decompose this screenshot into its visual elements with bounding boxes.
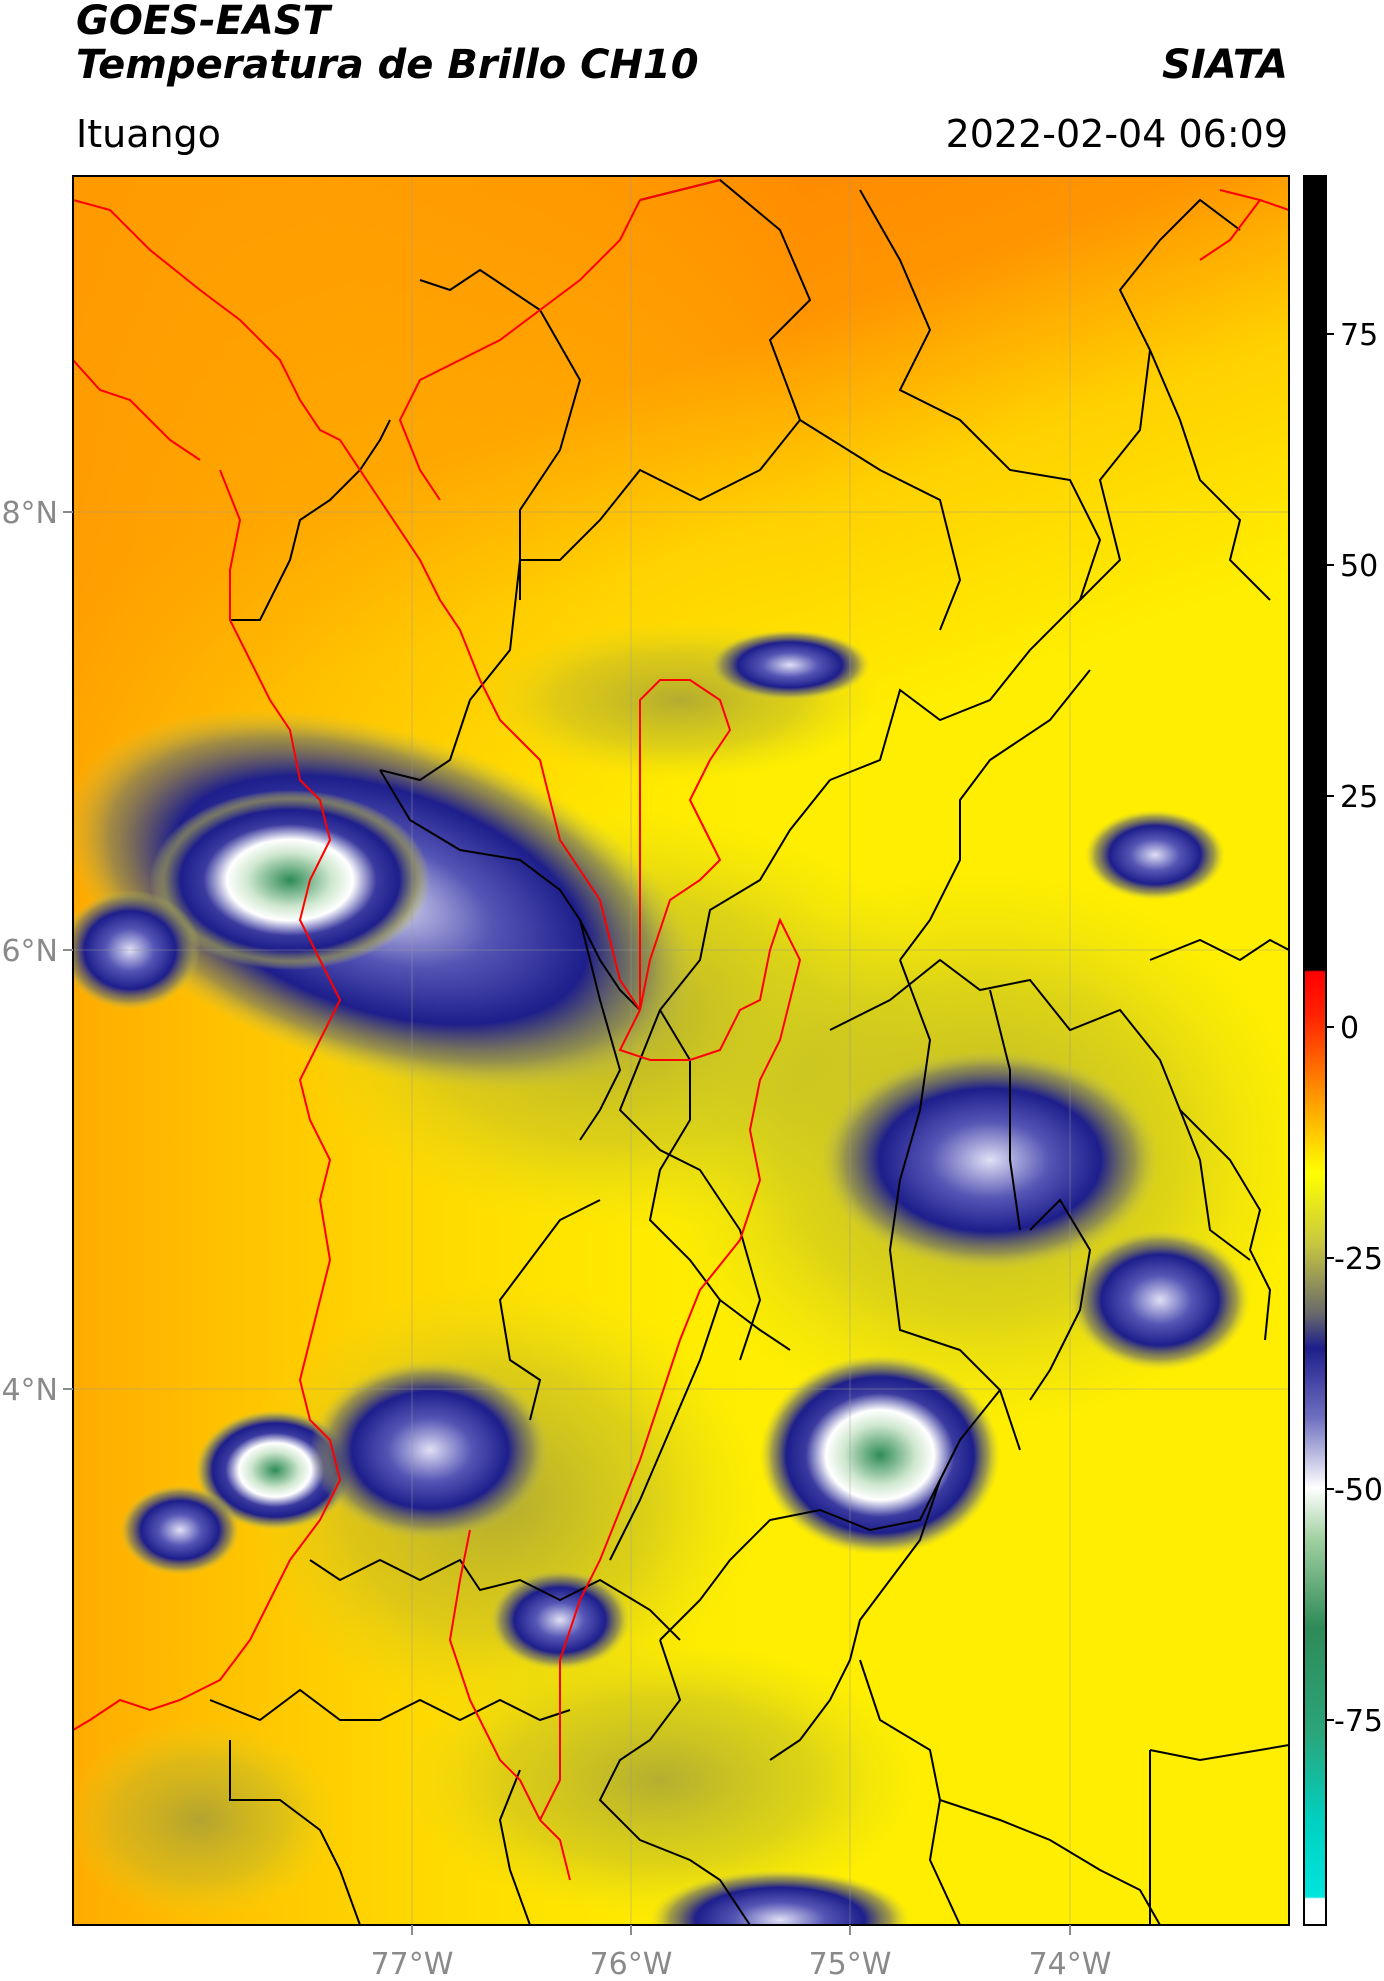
lat-label-8n: 8°N [1,496,58,531]
colorbar-gradient [1303,175,1327,1926]
lat-label-6n: 6°N [1,934,58,969]
colorbar: 75 50 25 0 -25 -50 -75 [1303,175,1383,1926]
brightness-temperature-field [73,176,1289,1925]
colorbar-label-50: 50 [1340,549,1378,584]
colorbar-label-neg50: -50 [1334,1473,1383,1508]
lon-label-76w: 76°W [590,1947,673,1981]
lat-label-4n: 4°N [1,1373,58,1408]
colorbar-label-75: 75 [1340,318,1378,353]
colorbar-label-25: 25 [1340,780,1378,815]
lon-label-77w: 77°W [371,1947,454,1981]
colorbar-label-neg75: -75 [1334,1704,1383,1739]
department-boundaries [209,178,1289,1925]
colorbar-label-0: 0 [1340,1011,1359,1046]
colorbar-label-neg25: -25 [1334,1242,1383,1277]
brand-label: SIATA [1162,42,1288,88]
satellite-title: GOES-EAST [76,0,330,44]
lon-label-74w: 74°W [1029,1947,1112,1981]
lon-label-75w: 75°W [809,1947,892,1981]
region-label: Ituango [76,112,221,156]
timestamp-label: 2022-02-04 06:09 [945,112,1288,156]
product-title: Temperatura de Brillo CH10 [76,42,699,88]
basin-and-coastline [73,179,1289,1881]
graticule [73,176,1289,1925]
map-frame [72,175,1290,1926]
